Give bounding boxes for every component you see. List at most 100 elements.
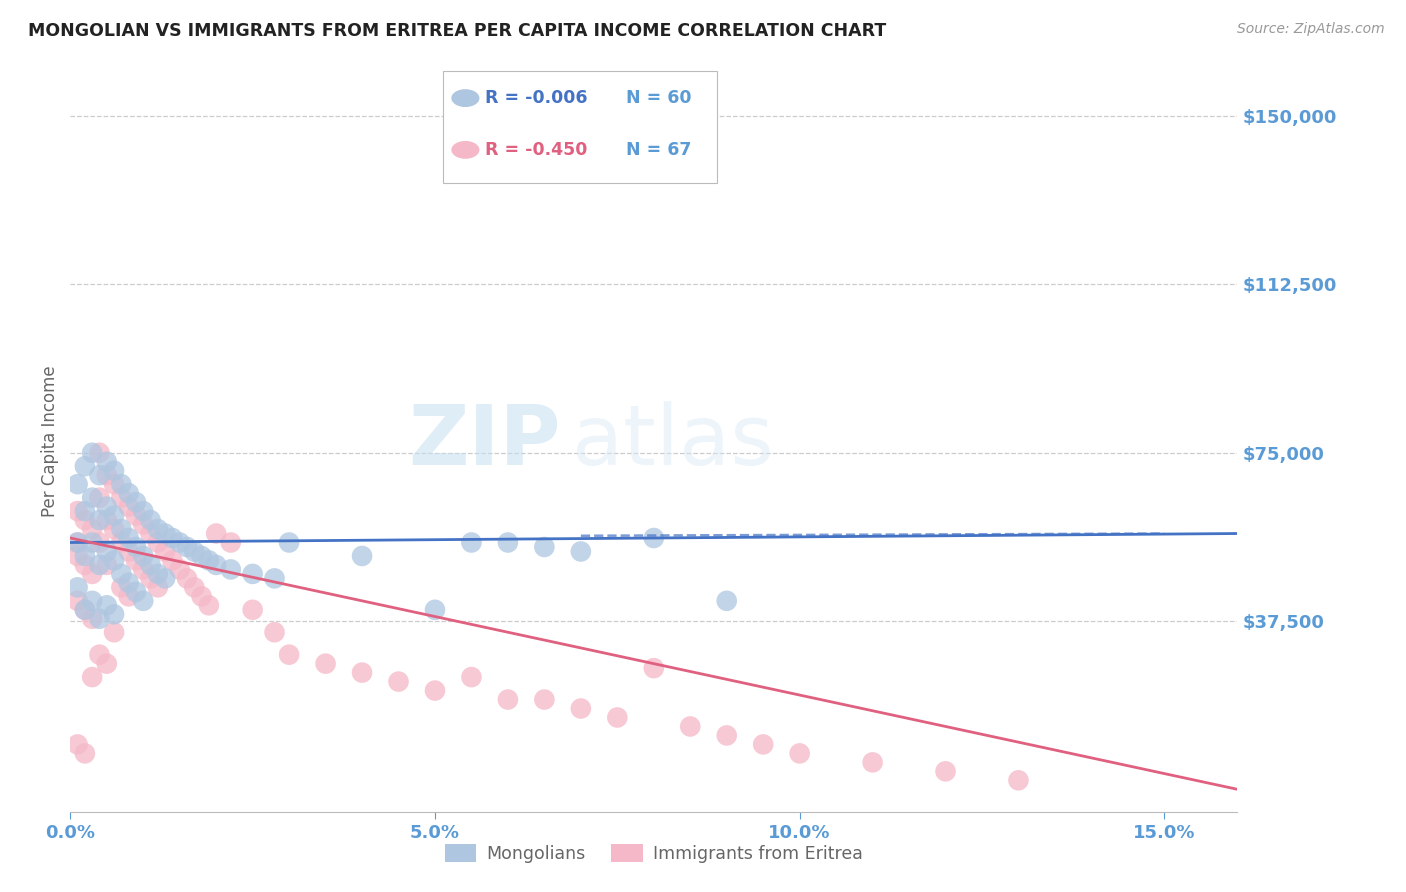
Point [96,500,118,514]
Point [118,544,141,558]
Point [110,477,132,491]
Point [125,585,148,599]
Point [82,491,104,505]
Point [169,562,191,576]
Point [110,535,132,549]
Point [110,566,132,581]
Point [96,513,118,527]
Y-axis label: Per Capita Income: Per Capita Income [41,366,59,517]
Point [205,558,228,572]
Point [118,531,141,545]
Point [190,549,212,563]
Point [423,683,446,698]
Point [139,513,162,527]
Point [82,594,104,608]
Point [183,544,205,558]
Point [89,612,111,626]
Point [153,526,176,541]
Point [176,540,198,554]
Point [146,580,169,594]
Point [153,571,176,585]
Point [176,571,198,585]
Point [205,526,228,541]
Text: N = 60: N = 60 [626,89,692,107]
Point [66,580,89,594]
Point [82,522,104,536]
Point [110,522,132,536]
Point [242,603,264,617]
Point [278,535,301,549]
Point [89,513,111,527]
Point [103,607,125,622]
Point [533,540,555,554]
Point [934,764,956,779]
Point [862,756,884,770]
Point [242,566,264,581]
Point [73,603,96,617]
Point [146,522,169,536]
Point [183,580,205,594]
Point [96,558,118,572]
Point [118,575,141,590]
Point [66,504,89,518]
Point [169,535,191,549]
Point [219,562,242,576]
Point [82,566,104,581]
Point [387,674,409,689]
Point [139,571,162,585]
Point [643,661,665,675]
Legend: Mongolians, Immigrants from Eritrea: Mongolians, Immigrants from Eritrea [437,837,870,870]
Point [423,603,446,617]
Text: atlas: atlas [572,401,773,482]
Point [82,612,104,626]
Point [96,657,118,671]
Point [96,455,118,469]
Point [278,648,301,662]
Point [118,486,141,500]
Text: R = -0.450: R = -0.450 [485,141,588,159]
Point [533,692,555,706]
Point [73,459,96,474]
Point [198,599,221,613]
Point [96,544,118,558]
Point [82,446,104,460]
Point [73,558,96,572]
Point [96,468,118,483]
Point [89,535,111,549]
Point [569,544,592,558]
Point [643,531,665,545]
Text: N = 67: N = 67 [626,141,690,159]
Point [89,558,111,572]
Point [66,535,89,549]
Point [146,566,169,581]
Point [66,477,89,491]
Point [352,665,374,680]
Point [190,590,212,604]
Point [132,549,155,563]
Point [752,738,775,752]
Point [132,504,155,518]
Point [125,508,148,523]
Point [96,599,118,613]
Text: R = -0.006: R = -0.006 [485,89,588,107]
Point [789,747,811,761]
Point [125,553,148,567]
Point [66,594,89,608]
Point [66,535,89,549]
Point [132,594,155,608]
Point [82,535,104,549]
Point [103,508,125,523]
Point [118,500,141,514]
Point [125,495,148,509]
Point [73,504,96,518]
Point [73,747,96,761]
Point [162,531,184,545]
Point [263,571,285,585]
Point [153,544,176,558]
Point [73,549,96,563]
Text: ZIP: ZIP [408,401,561,482]
Point [66,549,89,563]
Point [263,625,285,640]
Point [606,710,628,724]
Point [103,464,125,478]
